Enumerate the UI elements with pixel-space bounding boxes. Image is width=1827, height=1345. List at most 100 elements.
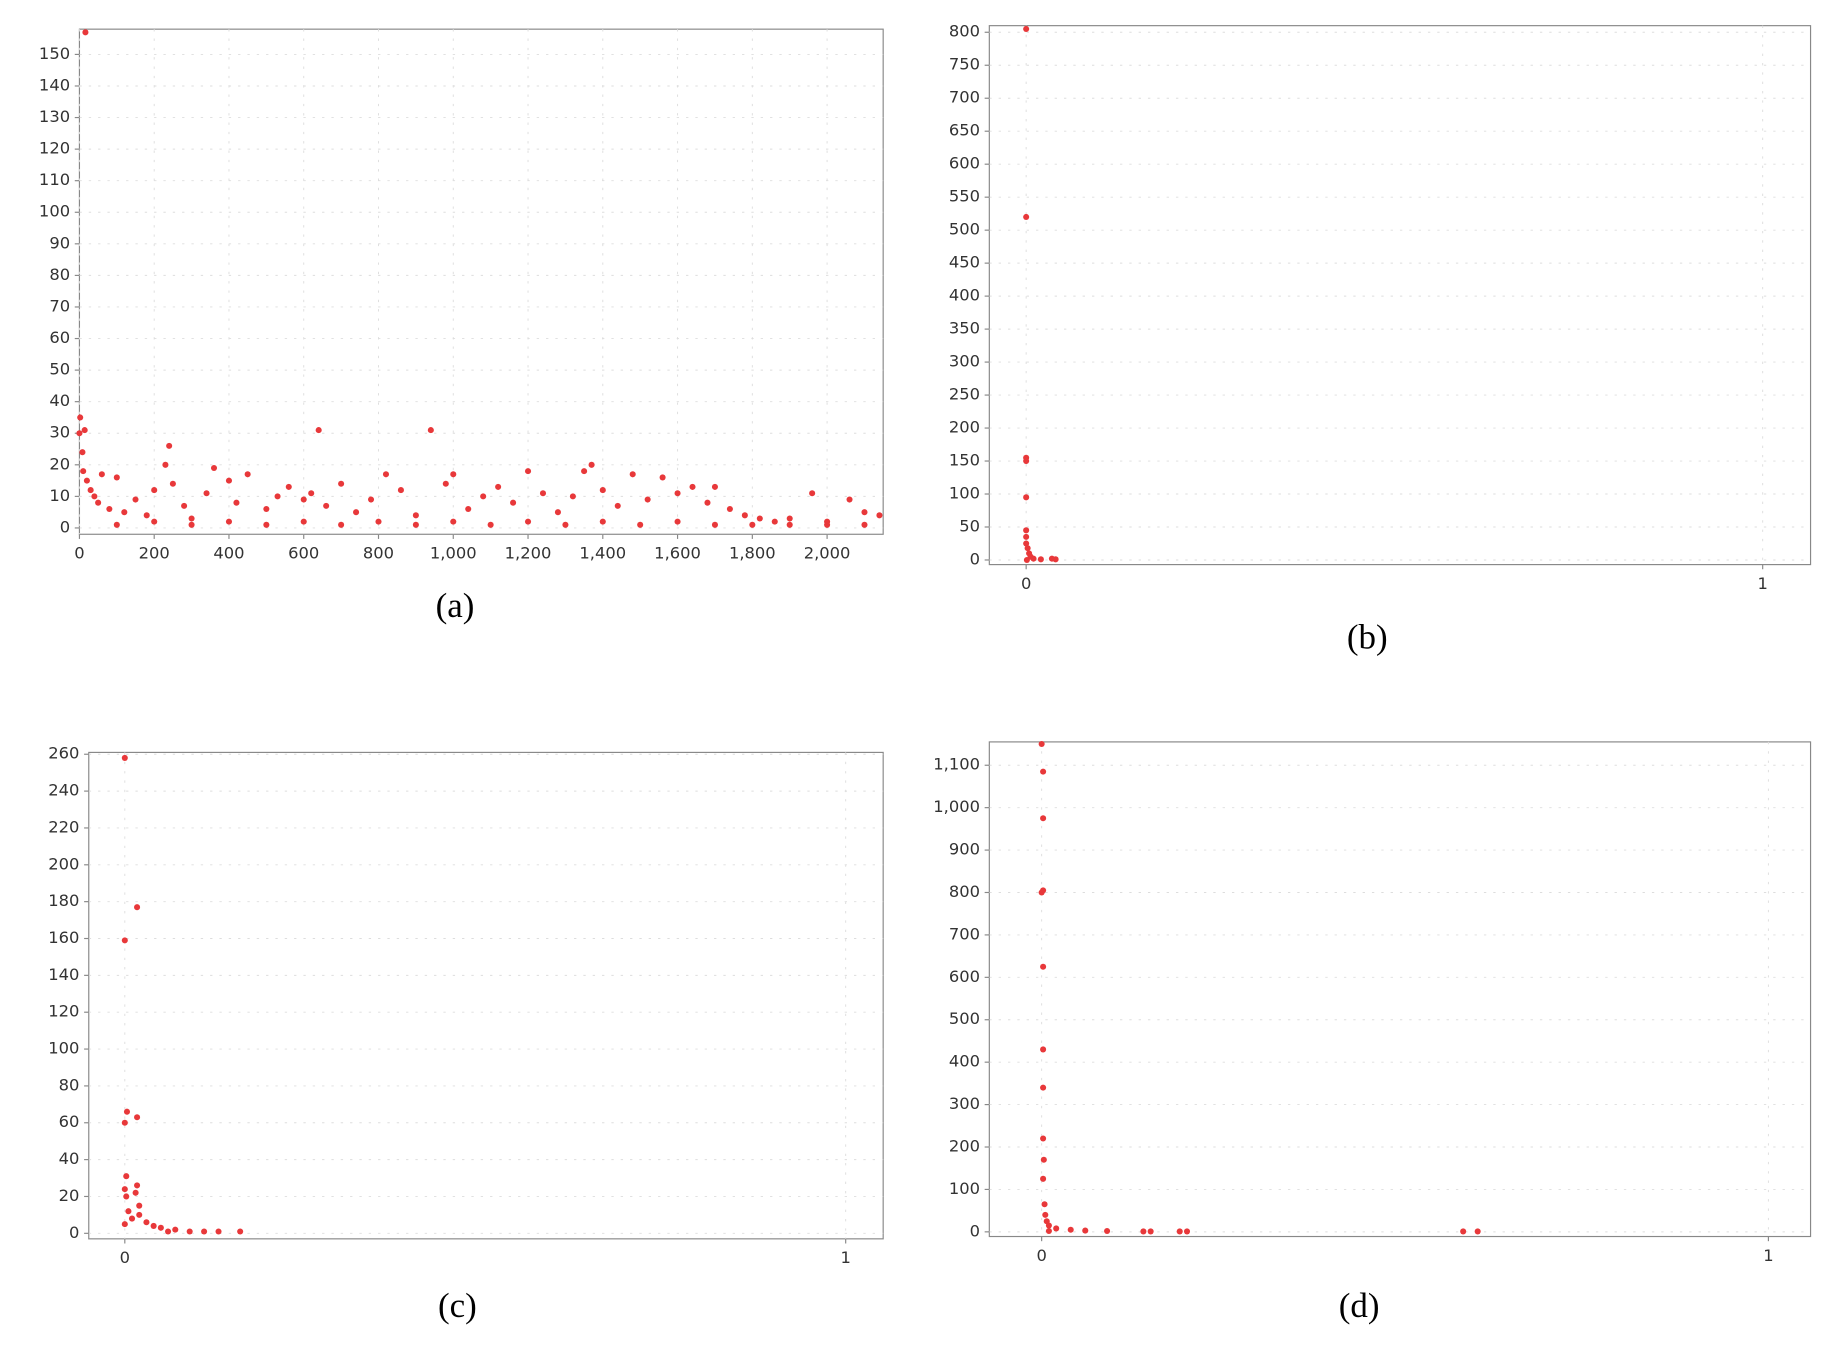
- y-tick-label: 150: [949, 451, 980, 470]
- point: [300, 496, 307, 503]
- point: [741, 512, 748, 519]
- x-tick-label: 0: [74, 544, 84, 563]
- y-tick-label: 0: [69, 1223, 79, 1242]
- y-tick-label: 220: [48, 817, 79, 836]
- point: [1082, 1227, 1089, 1234]
- y-tick-label: 400: [949, 286, 980, 305]
- point: [188, 521, 195, 528]
- point: [614, 502, 621, 509]
- point: [134, 904, 141, 911]
- point: [704, 499, 711, 506]
- point: [165, 1228, 172, 1235]
- x-tick-label: 1,200: [505, 544, 552, 563]
- y-tick-label: 600: [949, 154, 980, 173]
- point: [786, 521, 793, 528]
- point: [338, 521, 345, 528]
- point: [132, 496, 139, 503]
- y-tick-label: 1,100: [933, 755, 980, 774]
- point: [1023, 540, 1030, 547]
- x-tick-label: 0: [1021, 574, 1031, 593]
- point: [1038, 889, 1045, 896]
- y-tick-label: 350: [949, 319, 980, 338]
- x-tick-label: 1: [1757, 574, 1767, 593]
- point: [166, 442, 173, 449]
- point: [599, 518, 606, 525]
- point: [1474, 1228, 1481, 1235]
- point: [98, 471, 105, 478]
- y-tick-label: 120: [48, 1002, 79, 1021]
- point: [524, 518, 532, 525]
- y-tick-label: 60: [59, 1112, 80, 1131]
- y-tick-label: 250: [949, 385, 980, 404]
- y-tick-label: 180: [48, 891, 79, 910]
- y-tick-label: 30: [49, 423, 70, 442]
- point: [1023, 533, 1030, 540]
- point: [427, 427, 434, 434]
- point: [136, 1202, 143, 1209]
- point: [186, 1228, 193, 1235]
- y-tick-label: 400: [949, 1052, 980, 1071]
- point: [151, 518, 158, 525]
- y-tick-label: 200: [949, 1137, 980, 1156]
- point: [1023, 213, 1030, 220]
- x-tick-label: 1,800: [729, 544, 776, 563]
- y-tick-label: 90: [49, 233, 70, 252]
- point: [121, 1221, 128, 1228]
- point: [1038, 740, 1045, 748]
- point: [1023, 527, 1030, 534]
- point: [1040, 1084, 1047, 1091]
- y-tick-label: 300: [949, 1094, 980, 1113]
- y-tick-label: 20: [49, 454, 70, 473]
- y-tick-label: 0: [970, 1221, 980, 1240]
- point: [1040, 1135, 1047, 1142]
- point: [450, 518, 457, 525]
- point: [353, 509, 360, 516]
- y-tick-label: 500: [949, 1009, 980, 1028]
- y-tick-label: 110: [39, 170, 70, 189]
- point: [674, 490, 681, 497]
- point: [150, 1222, 157, 1229]
- point: [1460, 1228, 1467, 1235]
- plot-area: [988, 25, 1812, 566]
- y-tick-label: 260: [48, 744, 79, 763]
- y-tick-label: 120: [39, 139, 70, 158]
- point: [588, 461, 595, 468]
- point: [1023, 494, 1030, 501]
- point: [76, 430, 83, 437]
- point: [128, 1215, 136, 1222]
- point: [263, 505, 270, 513]
- point: [1183, 1228, 1191, 1235]
- y-tick-label: 60: [49, 328, 70, 347]
- y-tick-label: 80: [49, 265, 70, 284]
- y-tick-label: 50: [49, 360, 70, 379]
- point: [81, 427, 88, 434]
- caption: (a): [436, 586, 475, 625]
- point: [1040, 963, 1047, 970]
- point: [1067, 1226, 1074, 1233]
- y-tick-label: 240: [48, 781, 79, 800]
- y-tick-label: 750: [949, 55, 980, 74]
- point: [756, 515, 763, 522]
- point: [172, 1226, 179, 1233]
- point: [659, 474, 666, 481]
- point: [300, 518, 307, 525]
- y-tick-label: 130: [39, 107, 70, 126]
- y-tick-label: 20: [59, 1186, 80, 1205]
- point: [569, 493, 576, 500]
- point: [157, 1224, 164, 1231]
- point: [674, 518, 681, 525]
- point: [1140, 1228, 1147, 1235]
- point: [1030, 555, 1037, 562]
- point: [87, 487, 94, 494]
- y-tick-label: 700: [949, 924, 980, 943]
- point: [846, 496, 853, 503]
- point: [495, 483, 502, 490]
- y-tick-label: 700: [949, 88, 980, 107]
- point: [861, 509, 868, 516]
- y-tick-label: 800: [949, 22, 980, 41]
- point: [1176, 1228, 1183, 1235]
- point: [203, 490, 210, 497]
- point: [599, 487, 606, 494]
- point: [79, 449, 86, 456]
- point: [644, 496, 651, 503]
